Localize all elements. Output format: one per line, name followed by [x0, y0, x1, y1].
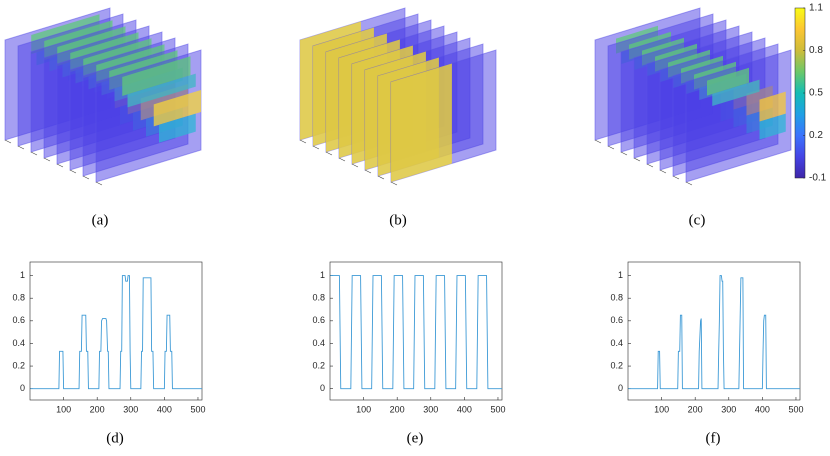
x-tick-label: 200 [390, 404, 405, 414]
x-tick-label: 200 [688, 404, 703, 414]
caption: (f) [706, 430, 721, 446]
slice-edge [95, 181, 103, 186]
caption: (a) [92, 212, 109, 228]
x-tick-label: 300 [123, 404, 138, 414]
slice-edge [69, 169, 77, 174]
slice-edge [43, 157, 51, 162]
slice-edge [4, 139, 12, 144]
y-tick-label: 0.2 [610, 360, 623, 370]
x-tick-label: 200 [90, 404, 105, 414]
y-tick-label: 0.2 [312, 360, 325, 370]
slice-edge [30, 151, 38, 156]
slice-patch [712, 79, 760, 106]
y-tick-label: 0.4 [12, 338, 25, 348]
y-tick-label: 1 [320, 270, 325, 280]
slice-patch [707, 67, 749, 96]
caption: (c) [689, 212, 706, 228]
x-tick-label: 500 [788, 404, 803, 414]
slice-patch [759, 113, 786, 140]
slice-edge [646, 163, 654, 168]
slice-edge [390, 181, 398, 186]
slice-patch [391, 63, 452, 182]
x-tick-label: 500 [490, 404, 505, 414]
signal-line [628, 275, 800, 390]
signal-line [330, 275, 502, 390]
x-tick-label: 500 [190, 404, 205, 414]
colorbar-tick-label: 0.2 [809, 130, 823, 141]
slice-patch [159, 113, 196, 143]
slice-edge [56, 163, 64, 168]
y-tick-label: 0 [320, 383, 325, 393]
slice-patch [759, 91, 786, 122]
y-tick-label: 0.8 [12, 293, 25, 303]
x-tick-label: 100 [56, 404, 71, 414]
y-tick-label: 0.8 [312, 293, 325, 303]
y-tick-label: 0.6 [610, 315, 623, 325]
colorbar-tick-label: 1.1 [809, 3, 823, 14]
colorbar-tick-label: 0.8 [809, 45, 823, 56]
x-tick-label: 400 [755, 404, 770, 414]
slice-edge [351, 163, 359, 168]
y-tick-label: 0.4 [312, 338, 325, 348]
slice-edge [620, 151, 628, 156]
y-tick-label: 0.6 [312, 315, 325, 325]
slice-patch [153, 90, 201, 127]
x-tick-label: 400 [157, 404, 172, 414]
y-tick-label: 0 [20, 383, 25, 393]
y-tick-label: 0 [618, 383, 623, 393]
caption: (e) [407, 430, 424, 446]
y-tick-label: 0.4 [610, 338, 623, 348]
slice-edge [325, 151, 333, 156]
slice-edge [312, 145, 320, 150]
slice-edge [672, 175, 680, 180]
signal-line [30, 275, 202, 390]
y-tick-label: 1 [618, 270, 623, 280]
colorbar-tick-label: 0.5 [809, 88, 823, 99]
axes-box [329, 261, 503, 401]
slice-edge [377, 175, 385, 180]
x-tick-label: 100 [356, 404, 371, 414]
y-tick-label: 1 [20, 270, 25, 280]
x-tick-label: 300 [423, 404, 438, 414]
x-tick-label: 100 [654, 404, 669, 414]
slice-edge [299, 139, 307, 144]
y-tick-label: 0.2 [12, 360, 25, 370]
axes-box [627, 261, 801, 401]
volume-renderings [4, 7, 792, 186]
slice-edge [594, 139, 602, 144]
slice-edge [659, 169, 667, 174]
slice-edge [607, 145, 615, 150]
axes-box [29, 261, 203, 401]
slice-edge [338, 157, 346, 162]
slice-edge [364, 169, 372, 174]
caption: (d) [106, 430, 124, 446]
x-tick-label: 300 [721, 404, 736, 414]
slice-edge [633, 157, 641, 162]
slice-edge [82, 175, 90, 180]
slice-patch [127, 73, 196, 108]
slice-patch [122, 56, 191, 96]
y-tick-label: 0.6 [12, 315, 25, 325]
caption: (b) [389, 212, 407, 228]
x-tick-label: 400 [457, 404, 472, 414]
slice-edge [17, 145, 25, 150]
slice-edge [685, 181, 693, 186]
y-tick-label: 0.8 [610, 293, 623, 303]
colorbar-tick-label: -0.1 [809, 173, 827, 184]
